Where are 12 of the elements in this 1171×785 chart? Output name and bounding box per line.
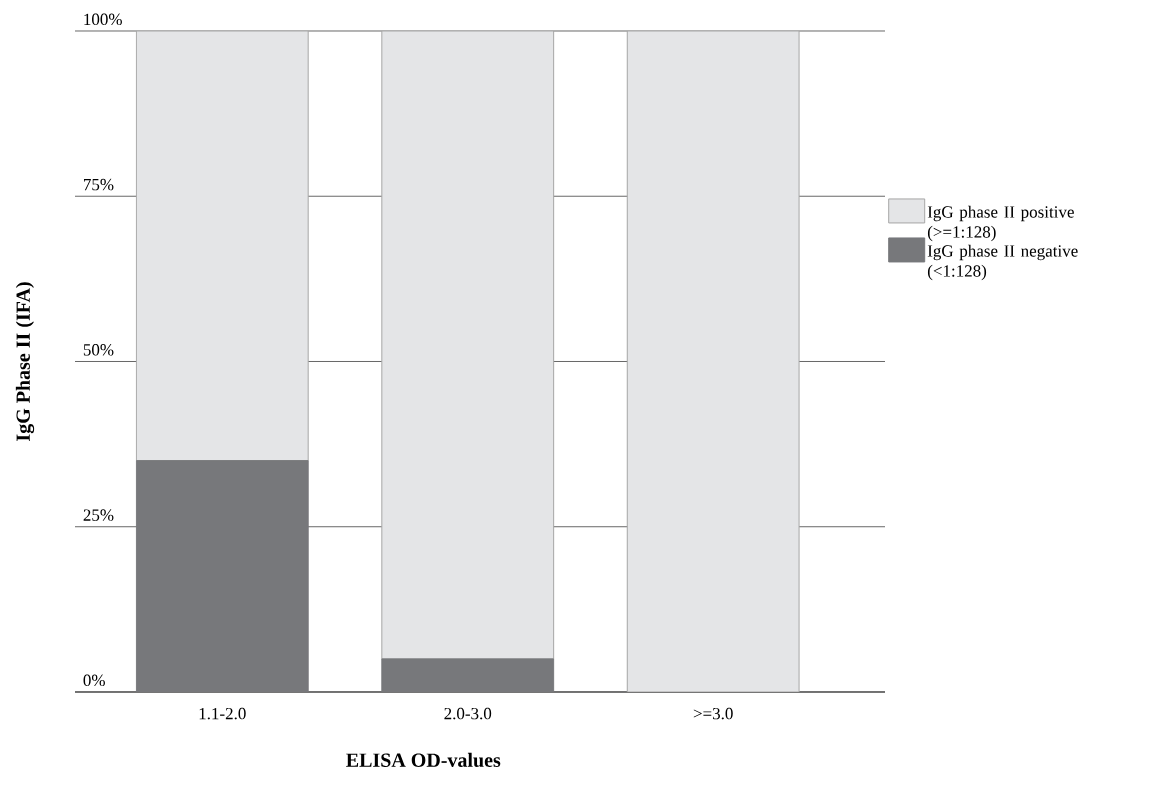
y-tick-label: 100%	[84, 13, 122, 26]
y-tick-label: 0%	[83, 674, 105, 687]
legend-label: IgG phase II negative (<1:128)	[927, 244, 1078, 281]
x-tick-label: 2.0-3.0	[444, 707, 492, 720]
y-tick-label: 25%	[83, 509, 114, 521]
y-axis-title: IgG Phase II (IFA)	[15, 282, 35, 441]
y-tick-label: 50%	[83, 344, 114, 356]
legend-label: IgG phase II positive (>=1:128)	[927, 205, 1074, 242]
x-axis-title: ELISA OD-values	[346, 752, 501, 767]
y-tick-label: 75%	[83, 178, 114, 191]
x-tick-label: >=3.0	[693, 707, 733, 720]
x-tick-label: 1.1-2.0	[199, 707, 246, 720]
